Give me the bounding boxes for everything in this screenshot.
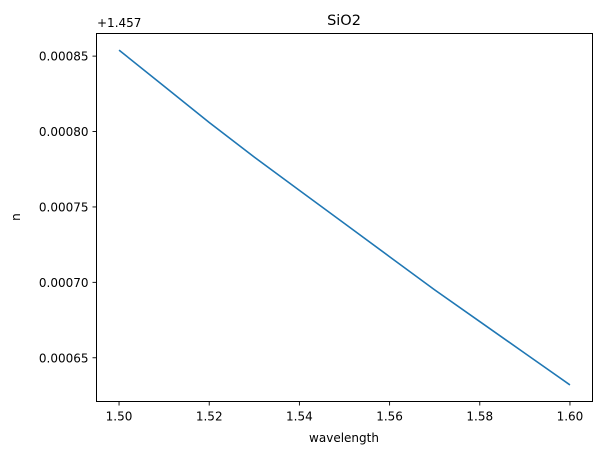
axes-frame: [96, 33, 593, 402]
y-tick-label: 0.00080: [39, 125, 89, 139]
y-axis-label: n: [9, 213, 23, 221]
y-tick-label: 0.00065: [39, 351, 89, 365]
x-tick-label: 1.50: [106, 410, 133, 424]
plot-area: [118, 49, 571, 386]
y-axis-ticks: 0.00065 0.00070 0.00075 0.00080 0.00085: [39, 50, 97, 365]
x-tick-label: 1.60: [557, 410, 584, 424]
series-line-0: [118, 49, 571, 386]
y-tick-label: 0.00075: [39, 200, 89, 214]
y-tick-label: 0.00070: [39, 276, 89, 290]
chart-title: SiO2: [327, 13, 361, 29]
x-tick-label: 1.52: [196, 410, 223, 424]
x-axis-ticks: 1.50 1.52 1.54 1.56 1.58 1.60: [106, 401, 584, 424]
x-tick-label: 1.56: [376, 410, 403, 424]
x-tick-label: 1.58: [466, 410, 493, 424]
x-axis-label: wavelength: [309, 431, 379, 445]
x-tick-label: 1.54: [286, 410, 313, 424]
y-offset-label: +1.457: [97, 16, 141, 30]
y-tick-label: 0.00085: [39, 50, 89, 64]
